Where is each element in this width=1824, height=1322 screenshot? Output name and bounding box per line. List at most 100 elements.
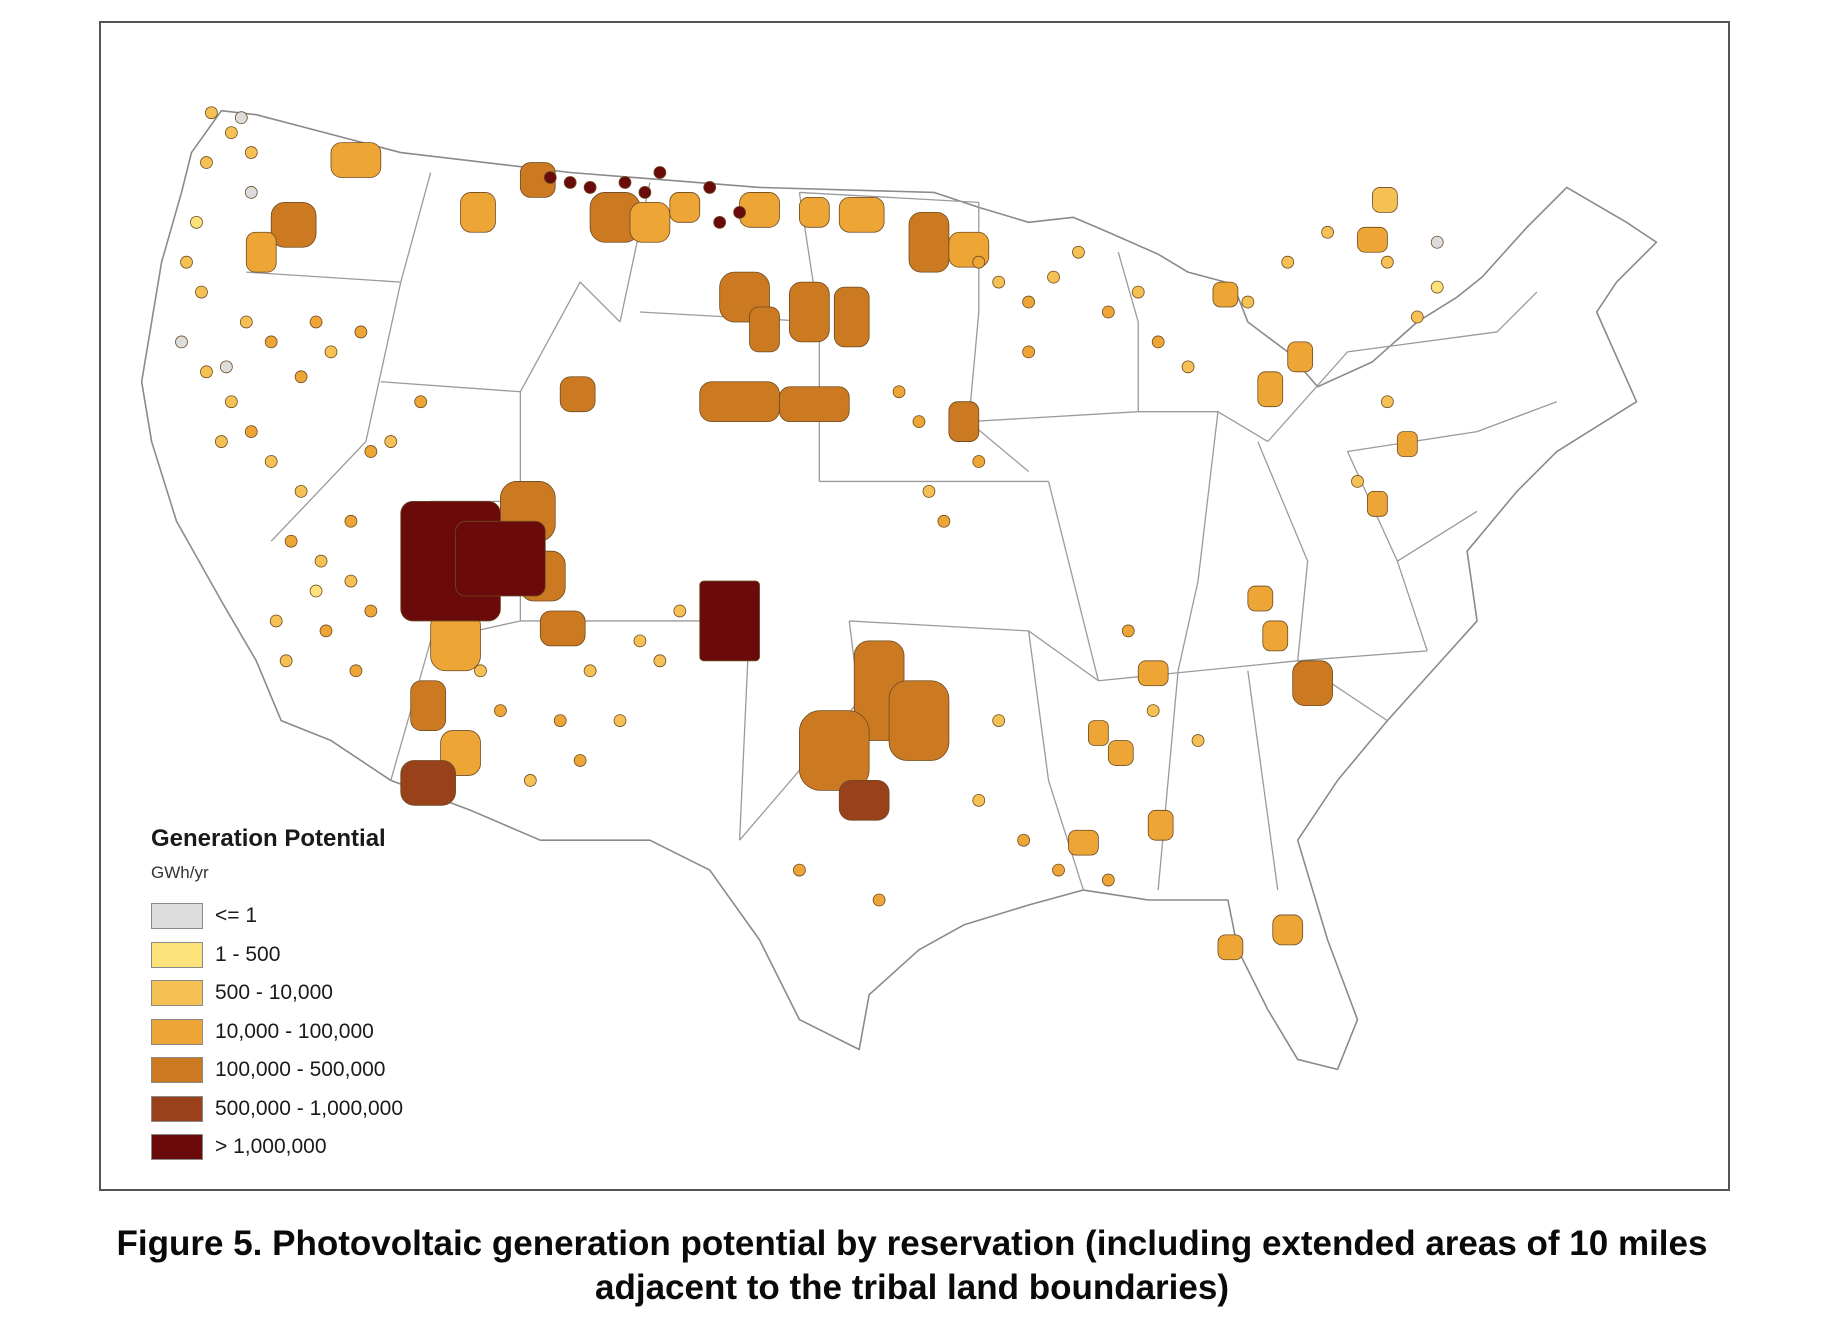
legend-title: Generation Potential [151,825,386,852]
reservation-area [180,255,193,269]
legend-row-4: 100,000 - 500,000 [151,1051,403,1090]
legend-label-3: 10,000 - 100,000 [215,1019,374,1043]
reservation-area [455,520,546,597]
caption-line-2: adjacent to the tribal land boundaries) [595,1268,1229,1307]
reservation-area [239,315,253,329]
legend-swatch-5 [151,1095,203,1122]
reservation-area [793,863,806,877]
reservation-area [1321,225,1334,239]
reservation-area [364,445,378,458]
reservation-markers [175,106,1444,961]
reservation-area [618,176,632,189]
reservation-area [912,415,926,429]
reservation-area [1257,371,1284,408]
legend-swatch-3 [151,1018,203,1045]
reservation-area [1107,740,1134,766]
reservation-area [838,197,885,233]
legend: Generation Potential GWh/yr <= 1 1 - 500… [151,825,403,1167]
reservation-area [559,376,596,413]
reservation-area [264,455,278,468]
reservation-area [553,714,567,727]
reservation-area [410,680,447,731]
reservation-area [349,664,363,678]
reservation-area [1357,226,1388,253]
reservation-area [1022,295,1035,309]
legend-swatch-4 [151,1057,203,1084]
reservation-area [1372,187,1398,213]
reservation-area [972,255,986,269]
reservation-area [309,584,323,598]
reservation-area [354,325,368,339]
legend-label-2: 500 - 10,000 [215,981,333,1005]
reservation-area [872,893,886,907]
legend-row-2: 500 - 10,000 [151,974,403,1013]
reservation-area [200,365,213,379]
reservation-area [1181,360,1195,374]
reservation-area [1247,585,1274,612]
reservation-area [264,335,278,349]
legend-label-4: 100,000 - 500,000 [215,1058,386,1082]
reservation-area [270,201,317,248]
reservation-area [543,171,557,184]
reservation-area [1396,431,1418,457]
legend-row-6: > 1,000,000 [151,1128,403,1167]
us-outline [140,109,1658,1071]
reservation-area [400,760,456,806]
legend-swatch-2 [151,980,203,1007]
reservation-area [948,401,980,442]
reservation-area [1241,295,1255,309]
reservation-area [972,793,986,807]
reservation-area [1380,395,1394,409]
legend-row-3: 10,000 - 100,000 [151,1013,403,1052]
reservation-area [583,664,597,678]
reservation-area [330,142,382,178]
reservation-area [992,275,1006,289]
caption-line-1: Figure 5. Photovoltaic generation potent… [116,1224,1708,1263]
reservation-area [344,514,358,528]
reservation-area [699,381,780,423]
reservation-area [245,231,277,273]
legend-label-0: <= 1 [215,904,258,928]
reservation-area [1151,335,1165,349]
reservation-area [888,680,950,761]
reservation-area [224,126,238,140]
legend-row-0: <= 1 [151,897,403,936]
reservation-area [294,485,308,498]
reservation-area [739,192,780,228]
reservation-area [1121,624,1135,638]
reservation-area [474,664,487,678]
reservation-area [494,704,507,718]
reservation-area [1068,829,1099,856]
reservation-area [653,166,667,179]
reservation-area [244,425,258,438]
reservation-area [190,215,203,229]
reservation-area [798,710,870,791]
reservation-area [324,345,338,359]
reservation-area [314,554,328,568]
reservation-area [908,211,950,273]
reservation-area [1052,863,1065,877]
reservation-area [384,435,398,448]
reservation-area [613,714,627,727]
reservation-area [414,395,428,409]
reservation-area [629,201,671,243]
reservation-area [1281,255,1295,269]
reservation-area [573,754,587,767]
reservation-area [279,654,293,668]
reservation-area [1101,305,1115,319]
reservation-area [563,176,577,189]
reservation-area [922,485,936,498]
reservation-area [244,146,258,159]
reservation-area [1147,809,1174,841]
legend-label-6: > 1,000,000 [215,1135,327,1159]
legend-row-1: 1 - 500 [151,936,403,975]
reservation-area [1137,660,1169,687]
reservation-area [234,111,248,125]
reservation-area [1022,345,1035,359]
reservation-area [833,286,870,348]
reservation-area [205,106,218,120]
reservation-area [1262,620,1289,652]
reservation-area [638,186,652,199]
reservation-area [1101,873,1115,887]
reservation-area [539,610,586,647]
